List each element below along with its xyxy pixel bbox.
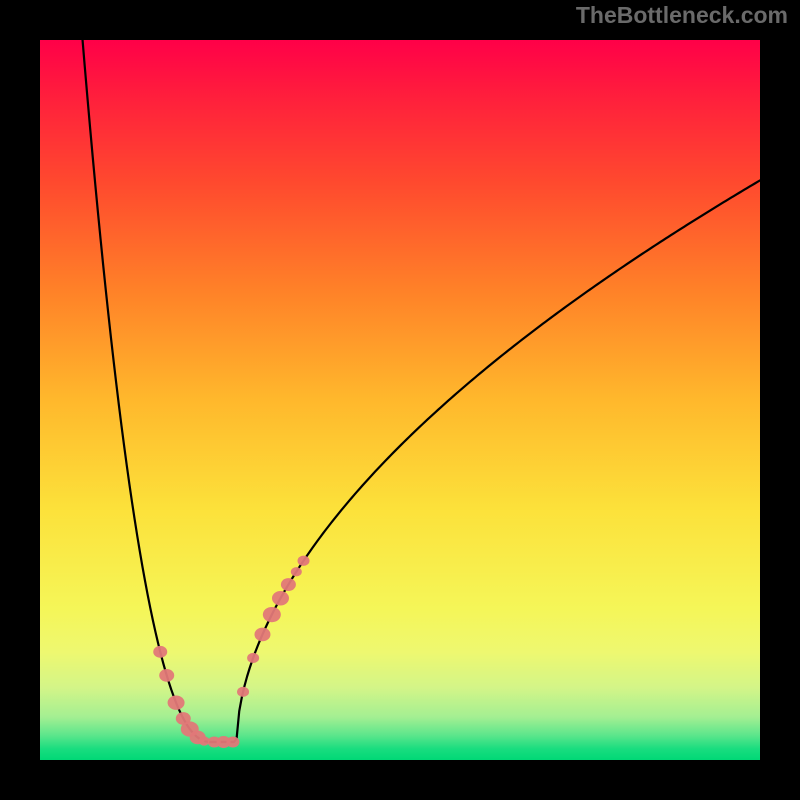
data-marker (153, 646, 167, 658)
data-marker (263, 607, 281, 622)
gradient-background (40, 40, 760, 760)
chart-root: TheBottleneck.com (0, 0, 800, 800)
data-marker (237, 687, 249, 697)
data-marker (291, 567, 302, 576)
watermark-text: TheBottleneck.com (576, 2, 788, 29)
data-marker (247, 653, 259, 663)
data-marker (159, 669, 174, 682)
data-marker (254, 628, 270, 642)
bottleneck-chart (40, 40, 760, 760)
data-marker (298, 556, 310, 566)
data-marker (226, 736, 239, 747)
data-marker (281, 578, 296, 591)
data-marker (272, 591, 289, 605)
data-marker (168, 695, 185, 709)
